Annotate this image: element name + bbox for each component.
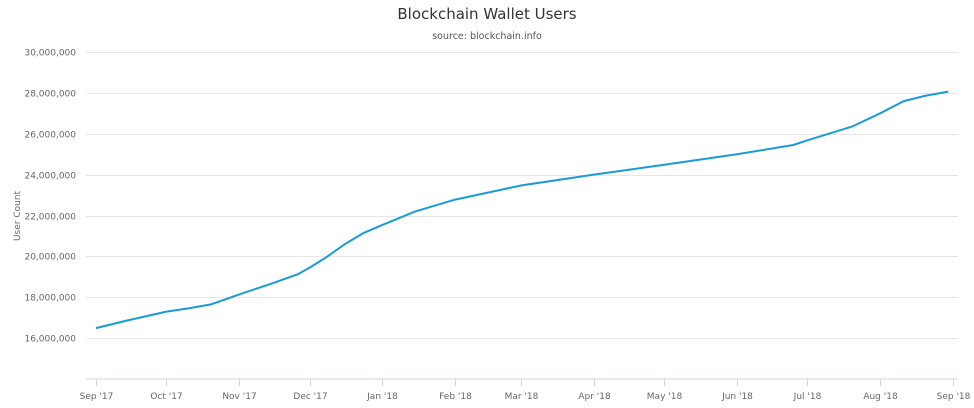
y-tick-label: 20,000,000	[24, 253, 76, 263]
x-tick-label: Sep '18	[937, 392, 971, 402]
x-tick-label: Nov '17	[222, 392, 256, 402]
x-tick-label: Mar '18	[505, 392, 539, 402]
y-tick-label: 30,000,000	[24, 49, 76, 59]
y-tick-label: 24,000,000	[24, 172, 76, 182]
x-tick-label: Jan '18	[366, 392, 398, 402]
x-tick-label: Sep '17	[80, 392, 114, 402]
chart-subtitle: source: blockchain.info	[432, 31, 542, 42]
x-tick-label: Oct '17	[150, 392, 182, 402]
x-tick-label: Dec '17	[293, 392, 327, 402]
y-tick-label: 28,000,000	[24, 90, 76, 100]
y-tick-label: 18,000,000	[24, 294, 76, 304]
y-tick-label: 26,000,000	[24, 131, 76, 141]
chart-title: Blockchain Wallet Users	[397, 5, 576, 23]
series-line-user-count	[95, 90, 949, 330]
x-tick-label: Jul '18	[793, 392, 822, 402]
y-tick-label: 22,000,000	[24, 213, 76, 223]
y-axis-label: User Count	[13, 190, 23, 241]
x-tick-label: Aug '18	[863, 392, 898, 402]
y-tick-label: 16,000,000	[24, 335, 76, 345]
x-tick-label: Feb '18	[439, 392, 472, 402]
x-tick-label: Jun '18	[721, 392, 753, 402]
x-tick-label: May '18	[647, 392, 683, 402]
x-tick-label: Apr '18	[578, 392, 611, 402]
